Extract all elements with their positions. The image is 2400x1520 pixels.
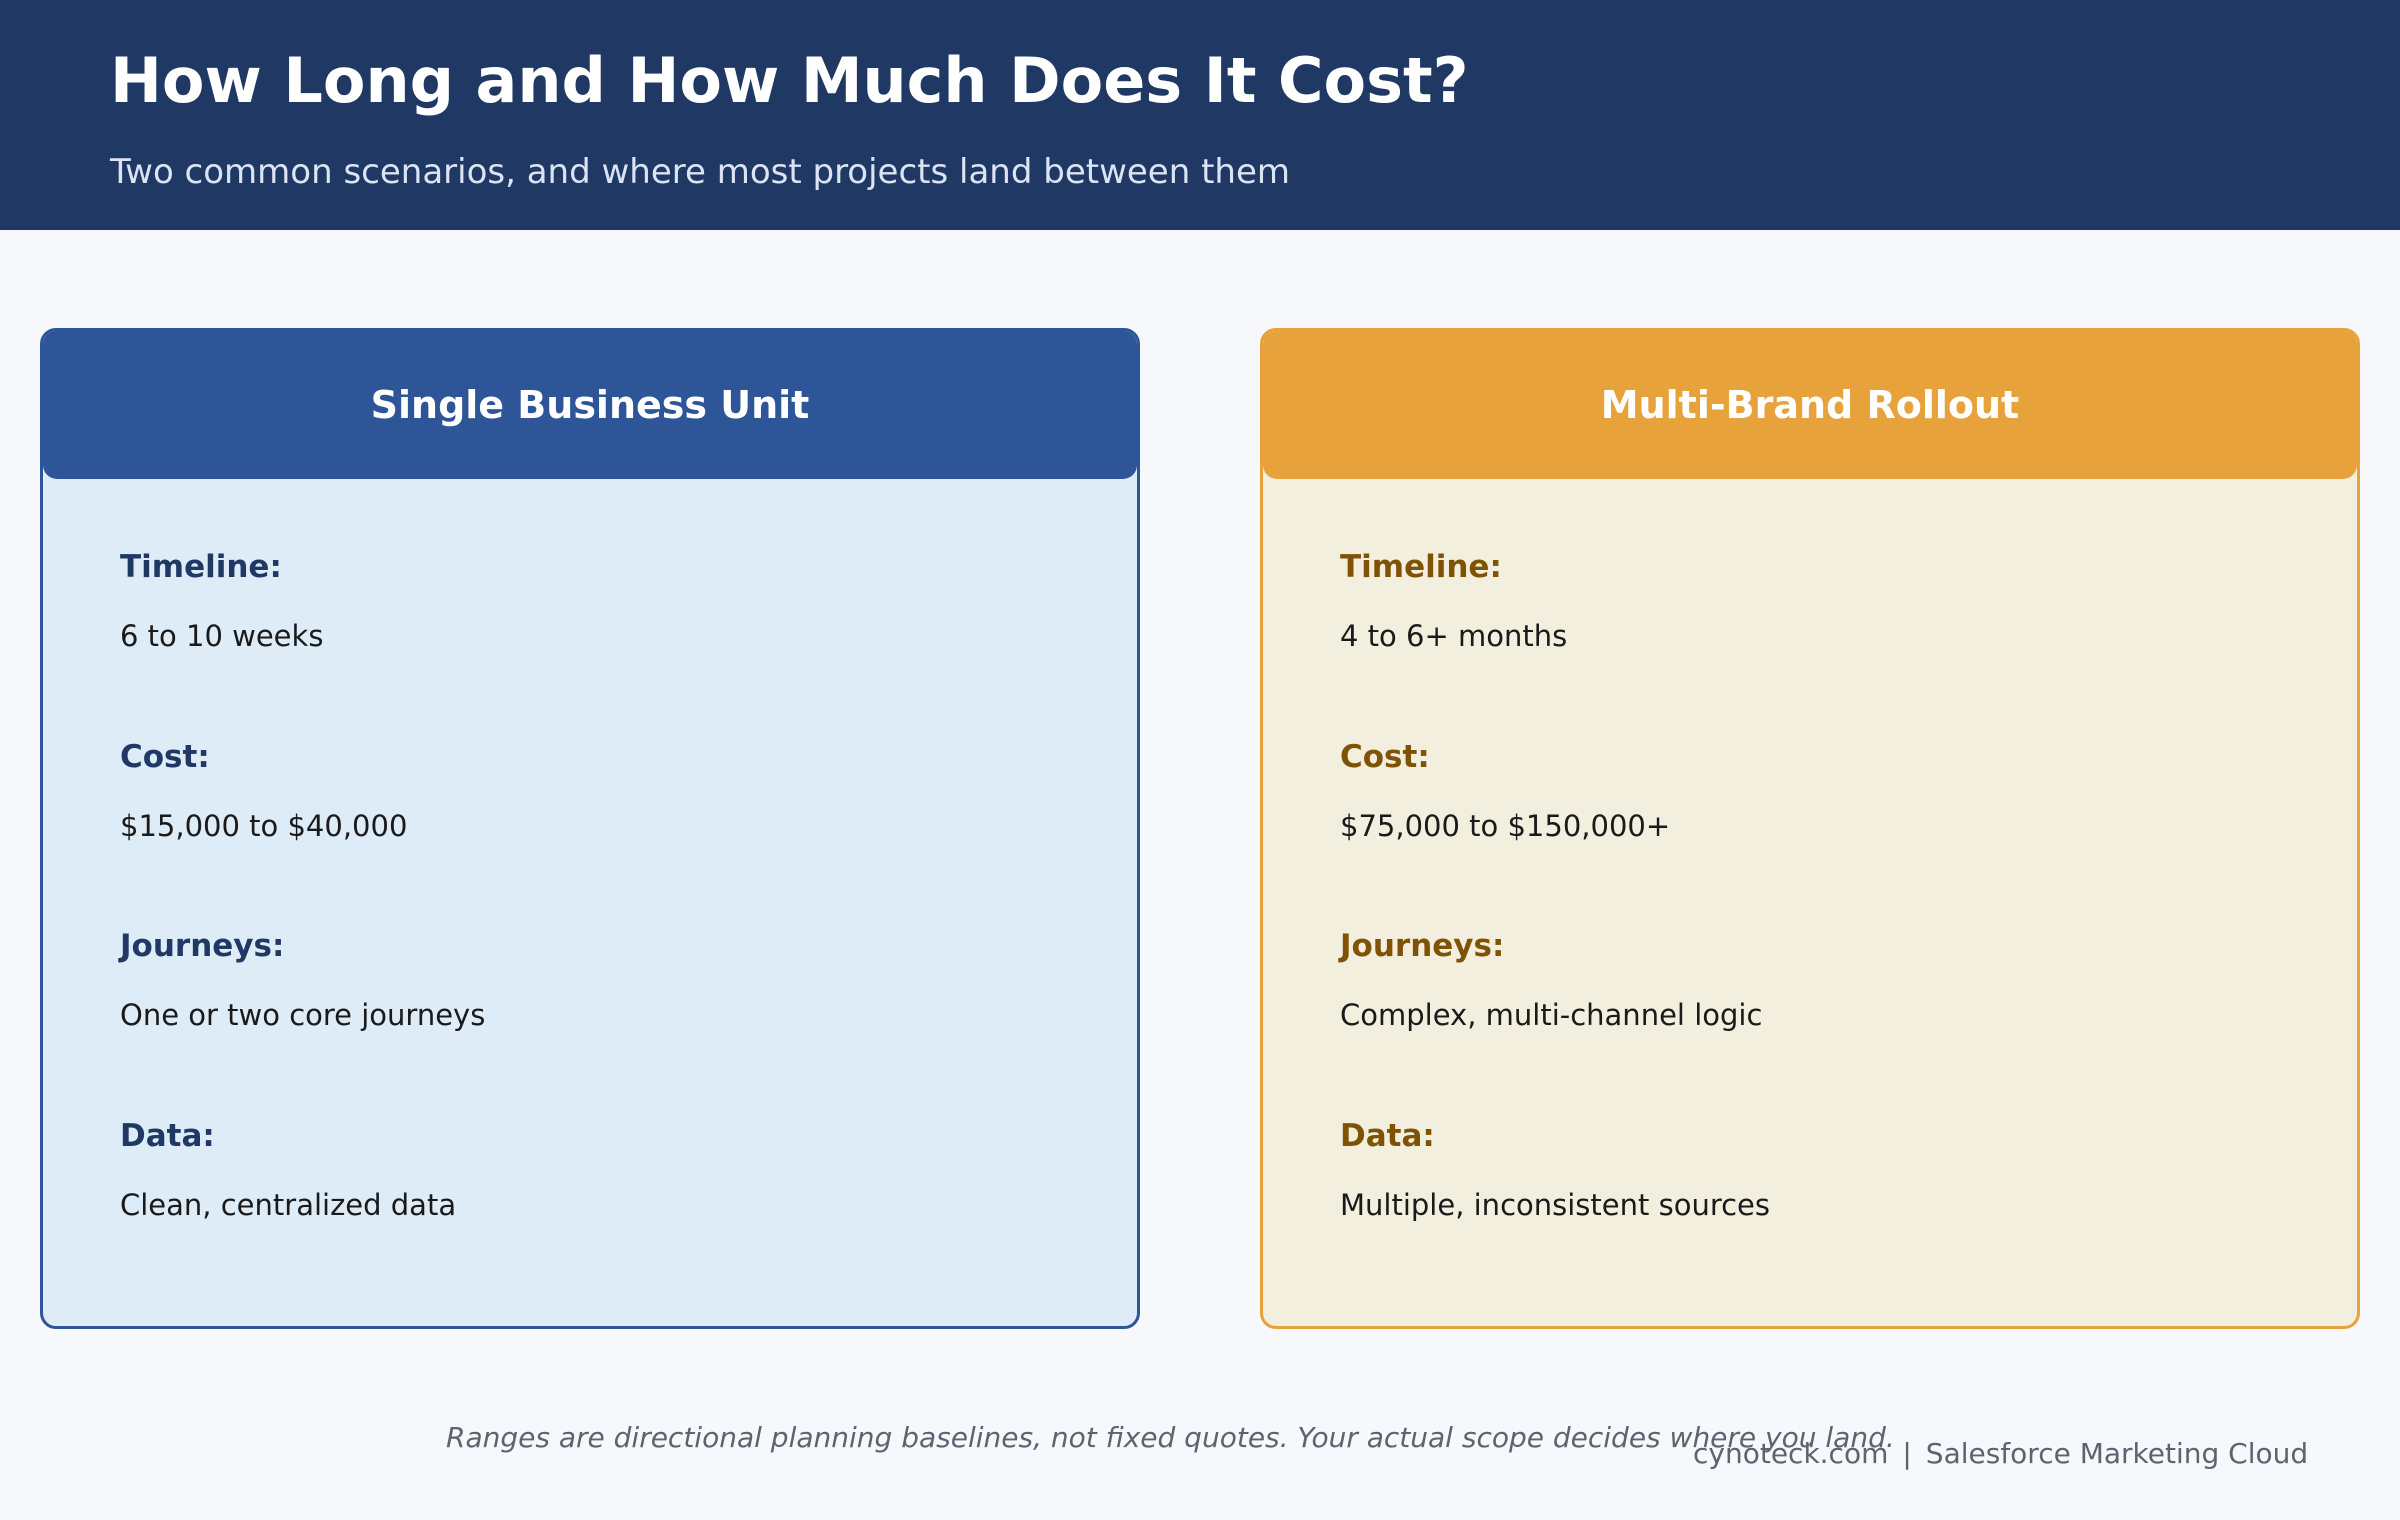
item-value: 4 to 6+ months (1340, 619, 1568, 653)
item-label: Journeys: (1340, 928, 1505, 964)
item-label: Data: (120, 1118, 215, 1154)
card-title: Multi-Brand Rollout (1263, 331, 2357, 479)
item-label: Cost: (120, 739, 210, 775)
timeline-item: Timeline: 4 to 6+ months (1340, 549, 1567, 653)
item-label: Timeline: (1340, 549, 1502, 585)
cost-item: Cost: $75,000 to $150,000+ (1340, 739, 1670, 843)
timeline-item: Timeline: 6 to 10 weeks (120, 549, 323, 653)
separator: | (1902, 1437, 1912, 1470)
data-item: Data: Clean, centralized data (120, 1118, 456, 1222)
page-subtitle: Two common scenarios, and where most pro… (110, 152, 1290, 192)
header-banner: How Long and How Much Does It Cost? Two … (0, 0, 2400, 230)
item-label: Timeline: (120, 549, 282, 585)
item-label: Data: (1340, 1118, 1435, 1154)
cost-item: Cost: $15,000 to $40,000 (120, 739, 407, 843)
footnote: Ranges are directional planning baseline… (446, 1421, 1895, 1454)
card-title: Single Business Unit (43, 331, 1137, 479)
brand-credit: cynoteck.com | Salesforce Marketing Cloud (1693, 1437, 2308, 1470)
product-name: Salesforce Marketing Cloud (1925, 1437, 2309, 1470)
item-value: One or two core journeys (120, 998, 486, 1032)
item-value: 6 to 10 weeks (120, 619, 324, 653)
page-title: How Long and How Much Does It Cost? (110, 44, 1469, 117)
item-value: Complex, multi-channel logic (1340, 998, 1763, 1032)
journeys-item: Journeys: Complex, multi-channel logic (1340, 928, 1762, 1032)
item-label: Journeys: (120, 928, 285, 964)
card-single-business-unit: Single Business Unit Timeline: 6 to 10 w… (40, 328, 1140, 1329)
item-label: Cost: (1340, 739, 1430, 775)
journeys-item: Journeys: One or two core journeys (120, 928, 485, 1032)
card-multi-brand-rollout: Multi-Brand Rollout Timeline: 4 to 6+ mo… (1260, 328, 2360, 1329)
item-value: $75,000 to $150,000+ (1340, 809, 1671, 843)
site-name: cynoteck.com (1693, 1437, 1889, 1470)
item-value: Clean, centralized data (120, 1188, 457, 1222)
item-value: Multiple, inconsistent sources (1340, 1188, 1771, 1222)
item-value: $15,000 to $40,000 (120, 809, 408, 843)
data-item: Data: Multiple, inconsistent sources (1340, 1118, 1770, 1222)
